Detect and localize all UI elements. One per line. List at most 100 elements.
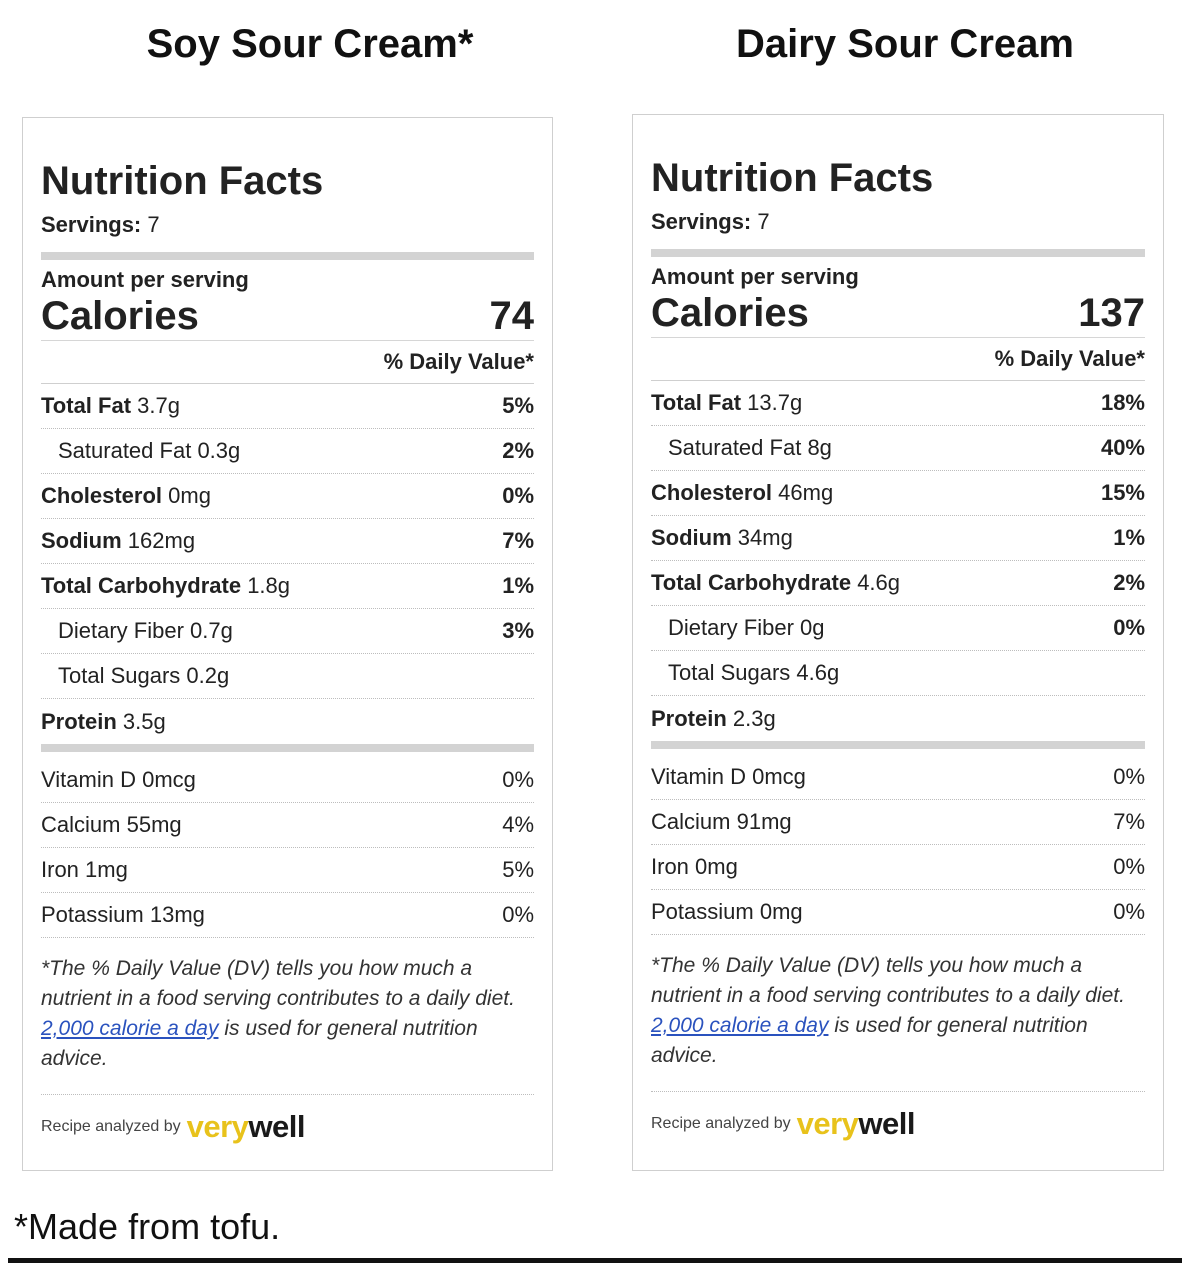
verywell-logo: verywell	[797, 1106, 916, 1142]
soy-nutrition-panel: Nutrition Facts Servings: 7 Amount per s…	[22, 117, 553, 1171]
nutrient-amount: 0mg	[168, 483, 211, 508]
vitamin-name: Potassium	[41, 902, 144, 927]
vitamin-amount: 0mcg	[142, 767, 196, 792]
vitamin-percent: 0%	[502, 767, 534, 792]
daily-value-header: % Daily Value*	[651, 338, 1145, 381]
nutrient-amount: 0.7g	[190, 618, 233, 643]
nutrient-amount: 4.6g	[796, 660, 840, 685]
soy-column-title: Soy Sour Cream*	[146, 22, 474, 66]
nutrient-amount: 13.7g	[747, 390, 803, 415]
daily-value-disclaimer: *The % Daily Value (DV) tells you how mu…	[41, 954, 534, 1074]
nutrient-percent: 2%	[502, 438, 534, 463]
calories-label: Calories	[41, 294, 199, 338]
daily-value-header: % Daily Value*	[41, 341, 534, 384]
analyzed-label: Recipe analyzed by	[651, 1115, 791, 1132]
vitamin-percent: 0%	[502, 902, 534, 927]
daily-value-disclaimer: *The % Daily Value (DV) tells you how mu…	[651, 951, 1145, 1071]
nutrient-percent: 15%	[1100, 480, 1145, 505]
disclaimer-text: *The % Daily Value (DV) tells you how mu…	[651, 954, 1125, 1007]
divider-bar	[41, 744, 534, 752]
nutrient-row: Cholesterol 46mg 15%	[651, 471, 1145, 516]
nutrient-row: Saturated Fat 0.3g 2%	[41, 429, 534, 474]
nutrient-amount: 0.2g	[186, 663, 230, 688]
nutrient-amount: 46mg	[778, 480, 834, 505]
nutrient-name: Total Sugars	[668, 660, 791, 685]
nutrient-name: Cholesterol	[41, 483, 163, 508]
vitamin-name: Calcium	[651, 809, 731, 834]
vitamin-percent: 7%	[1113, 809, 1145, 834]
calorie-link[interactable]: 2,000 calorie a day	[651, 1014, 829, 1037]
calories-value: 137	[1078, 291, 1145, 335]
nutrient-amount: 162mg	[127, 528, 196, 553]
servings-value: 7	[757, 209, 770, 234]
vitamin-amount: 0mg	[695, 854, 738, 879]
nutrient-amount: 8g	[807, 435, 832, 460]
nutrient-amount: 4.6g	[857, 570, 901, 595]
vitamin-row: Vitamin D 0mcg 0%	[41, 758, 534, 803]
vitamin-amount: 91mg	[736, 809, 792, 834]
vitamin-name: Iron	[41, 857, 79, 882]
disclaimer-text-end: is used for general nutrition advice.	[651, 1014, 1088, 1067]
nutrient-row: Saturated Fat 8g 40%	[651, 426, 1145, 471]
nutrient-name: Total Fat	[651, 390, 742, 415]
nutrient-name: Protein	[651, 705, 727, 731]
divider-bar	[41, 252, 534, 260]
vitamin-percent: 5%	[502, 857, 534, 882]
vitamin-percent: 0%	[1113, 899, 1145, 924]
verywell-logo: verywell	[186, 1109, 306, 1145]
analyzed-label: Recipe analyzed by	[41, 1118, 181, 1135]
vitamin-row: Iron 1mg 5%	[41, 848, 534, 893]
nutrient-amount: 3.7g	[137, 393, 180, 418]
calories-label: Calories	[651, 291, 809, 335]
analyzed-by: Recipe analyzed by verywell	[41, 1109, 534, 1145]
logo-well: well	[858, 1106, 916, 1141]
servings-label: Servings:	[651, 209, 752, 234]
servings-value: 7	[147, 212, 160, 237]
calories-value: 74	[489, 294, 535, 338]
vitamin-percent: 4%	[502, 812, 534, 837]
logo-very: very	[186, 1109, 249, 1144]
nutrient-row: Protein 2.3g	[651, 696, 1145, 741]
bottom-rule	[8, 1258, 1182, 1263]
calories-row: Calories 74	[41, 294, 534, 341]
nutrient-amount: 1.8g	[247, 573, 291, 598]
nutrient-row: Dietary Fiber 0.7g 3%	[41, 609, 534, 654]
vitamin-row: Calcium 55mg 4%	[41, 803, 534, 848]
nutrient-name: Total Carbohydrate	[651, 570, 852, 595]
vitamin-percent: 0%	[1113, 854, 1145, 879]
vitamin-amount: 13mg	[149, 902, 205, 927]
divider	[651, 1091, 1145, 1092]
nutrition-facts-heading: Nutrition Facts	[651, 156, 934, 200]
nutrient-row: Sodium 34mg 1%	[651, 516, 1145, 561]
nutrient-percent: 18%	[1100, 390, 1145, 415]
vitamin-name: Iron	[651, 854, 689, 879]
nutrient-percent: 40%	[1100, 435, 1145, 460]
nutrient-percent: 1%	[1113, 525, 1145, 550]
nutrient-name: Saturated Fat	[58, 438, 192, 463]
vitamin-row: Iron 0mg 0%	[651, 845, 1145, 890]
nutrient-row: Total Fat 3.7g 5%	[41, 384, 534, 429]
analyzed-by: Recipe analyzed by verywell	[651, 1106, 1145, 1142]
disclaimer-text: *The % Daily Value (DV) tells you how mu…	[41, 957, 515, 1010]
nutrient-row: Total Fat 13.7g 18%	[651, 381, 1145, 426]
nutrient-name: Dietary Fiber	[58, 618, 184, 643]
nutrient-row: Total Carbohydrate 1.8g 1%	[41, 564, 534, 609]
nutrient-name: Sodium	[651, 525, 732, 550]
vitamin-name: Calcium	[41, 812, 121, 837]
vitamin-amount: 55mg	[126, 812, 182, 837]
nutrient-row: Total Sugars 0.2g	[41, 654, 534, 699]
servings-label: Servings:	[41, 212, 142, 237]
vitamin-amount: 1mg	[85, 857, 128, 882]
nutrient-amount: 34mg	[737, 525, 793, 550]
calories-row: Calories 137	[651, 291, 1145, 338]
nutrient-percent: 3%	[502, 618, 534, 643]
nutrient-amount: 0g	[800, 615, 825, 640]
disclaimer-text-end: is used for general nutrition advice.	[41, 1017, 478, 1070]
dairy-column-title: Dairy Sour Cream	[736, 22, 1074, 66]
vitamin-name: Vitamin D	[41, 767, 136, 792]
nutrient-percent: 0%	[502, 483, 534, 508]
nutrient-name: Sodium	[41, 528, 122, 553]
nutrient-amount: 2.3g	[732, 705, 776, 731]
calorie-link[interactable]: 2,000 calorie a day	[41, 1017, 219, 1040]
vitamin-amount: 0mcg	[752, 764, 806, 789]
